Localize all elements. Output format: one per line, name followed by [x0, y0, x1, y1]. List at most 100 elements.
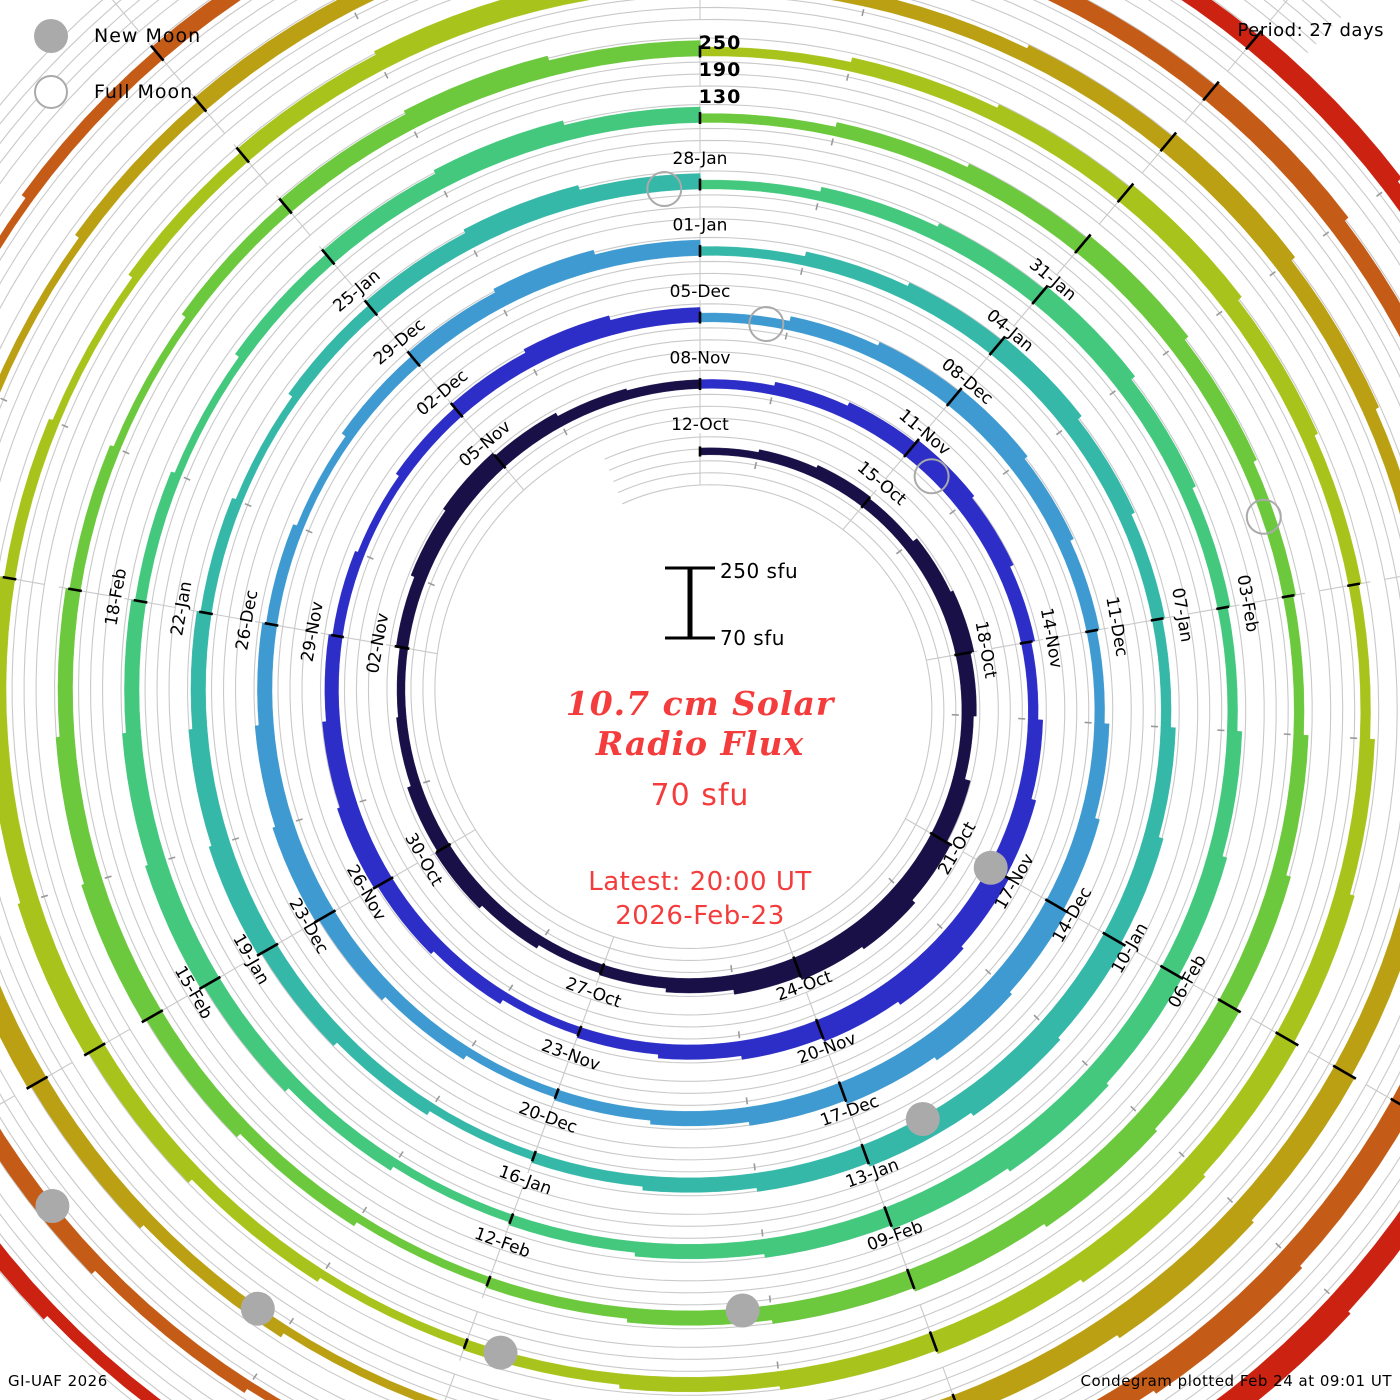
new-moon-marker	[973, 850, 1008, 885]
spiral-day-segment	[921, 976, 1013, 1061]
spiral-day-segment	[776, 1332, 937, 1390]
day-separator	[1274, 1031, 1299, 1047]
spiral-day-segment	[324, 634, 343, 722]
spiral-turn-6	[0, 0, 1375, 1393]
minor-tick	[1130, 1105, 1137, 1112]
spiral-turn-4	[122, 106, 1243, 1260]
spiral-day-segment	[208, 839, 277, 956]
spiral-day-segment	[905, 1204, 1045, 1292]
day-separator	[321, 248, 336, 266]
spiral-day-segment	[261, 942, 347, 1047]
spiral-day-segment	[957, 497, 1014, 573]
spiral-day-segment	[883, 1149, 1009, 1230]
spiral-day-segment	[52, 277, 140, 424]
spiral-day-segment	[403, 55, 555, 130]
spiral-day-segment	[1096, 1371, 1155, 1400]
spiral-day-segment	[288, 1077, 398, 1171]
date-label: 11-Dec	[1101, 595, 1131, 658]
spiral-day-segment	[1118, 184, 1242, 312]
day-separator	[198, 610, 214, 616]
minor-tick	[1226, 1197, 1234, 1203]
radial-tick-250: 250	[698, 32, 742, 54]
spiral-day-segment	[939, 1395, 955, 1400]
minor-tick	[800, 267, 804, 275]
spiral-day-segment	[1216, 1295, 1351, 1400]
new-moon-marker	[240, 1291, 275, 1326]
minor-tick	[776, 1361, 779, 1369]
spiral-day-segment	[961, 163, 1088, 254]
spiral-day-segment	[485, 1276, 630, 1319]
filled-circle-icon	[34, 19, 68, 53]
minor-tick	[985, 968, 992, 975]
spiral-day-segment	[1139, 1249, 1303, 1394]
scale-label-min: 70 sfu	[720, 626, 785, 650]
day-separator	[860, 1143, 871, 1165]
minor-tick	[769, 397, 773, 405]
minor-tick	[784, 332, 788, 340]
spiral-day-segment	[548, 40, 703, 77]
minor-tick	[846, 73, 850, 81]
spiral-day-segment	[955, 652, 977, 717]
minor-tick	[61, 423, 69, 429]
minor-tick	[544, 928, 550, 936]
footer-credit: GI-UAF 2026	[8, 1372, 108, 1390]
spiral-day-segment	[576, 1026, 661, 1055]
spiral-day-segment	[1217, 606, 1238, 733]
spiral-day-segment	[830, 0, 867, 7]
spiral-day-segment	[792, 927, 863, 981]
day-separator	[860, 496, 872, 509]
day-separator	[1245, 30, 1263, 51]
current-value: 70 sfu	[650, 778, 750, 813]
legend-label-new-moon: New Moon	[94, 25, 202, 47]
day-separator	[406, 350, 421, 368]
spiral-day-segment	[463, 185, 585, 249]
day-separator	[1159, 131, 1178, 153]
spiral-turn-1	[322, 307, 1043, 1060]
day-separator	[792, 956, 803, 979]
legend-item-new-moon: New Moon	[22, 8, 322, 64]
minor-tick	[1322, 231, 1330, 237]
day-separator	[883, 1206, 893, 1228]
spiral-day-segment	[124, 599, 147, 734]
minor-tick	[753, 1163, 756, 1171]
day-separator	[141, 1009, 164, 1024]
day-separator	[235, 146, 250, 164]
spiral-day-segment	[174, 356, 247, 477]
spiral-day-segment	[1224, 299, 1319, 443]
spiral-day-segment	[122, 730, 166, 866]
minor-tick	[508, 984, 514, 992]
day-separator	[198, 975, 222, 991]
minor-tick	[768, 1295, 772, 1303]
spiral-day-segment	[1271, 734, 1309, 876]
spiral-turn-3	[188, 173, 1176, 1193]
grid-spoke-1	[842, 0, 1289, 530]
spiral-day-segment	[1075, 235, 1189, 352]
spiral-day-segment	[385, 986, 471, 1060]
minor-tick	[1275, 1242, 1282, 1249]
day-separator	[530, 1150, 538, 1162]
minor-tick	[40, 894, 49, 899]
minor-tick	[1055, 429, 1063, 436]
spiral-day-segment	[599, 964, 668, 989]
spiral-day-segment	[239, 1123, 362, 1227]
minor-tick	[936, 923, 943, 930]
minor-tick	[435, 1095, 441, 1103]
spiral-day-segment	[815, 982, 899, 1042]
spiral-day-segment	[1030, 1112, 1158, 1228]
day-separator	[508, 1213, 515, 1225]
minor-tick	[1215, 310, 1223, 317]
minor-tick	[443, 190, 449, 198]
spiral-day-segment	[626, 379, 702, 400]
day-separator	[1044, 898, 1069, 914]
date-label: 26-Dec	[232, 589, 262, 652]
spiral-day-segment	[145, 858, 220, 989]
spiral-day-segment	[1039, 933, 1125, 1039]
day-separator	[25, 1075, 49, 1090]
date-label: 07-Jan	[1167, 586, 1196, 644]
day-separator	[133, 598, 148, 604]
spiral-day-segment	[357, 475, 406, 556]
